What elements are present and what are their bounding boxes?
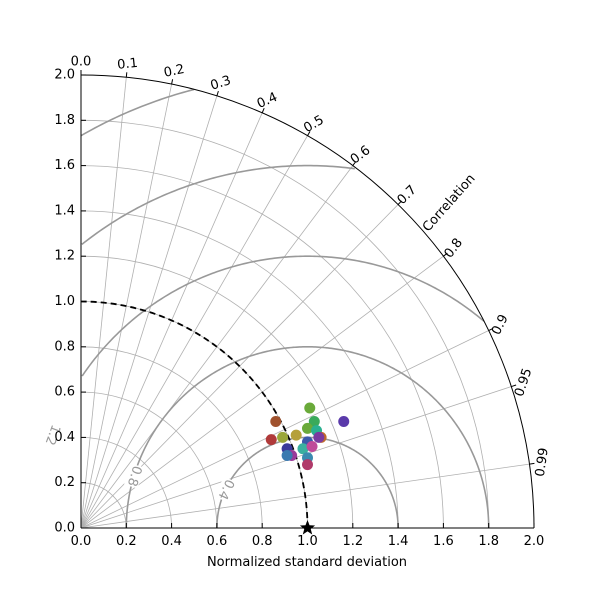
correlation-tick: [261, 108, 265, 114]
correlation-tick: [307, 131, 311, 136]
correlation-tick-label: 0.1: [117, 56, 139, 73]
correlation-tick-label: 0.6: [348, 143, 374, 167]
y-tick-label: 0.0: [54, 521, 75, 536]
x-tick-label: 1.2: [342, 534, 363, 549]
std-gridline: [80, 119, 490, 529]
x-tick-label: 1.8: [478, 534, 499, 549]
rms-contour-label: 1.2: [42, 423, 63, 448]
x-tick-label: 0.2: [116, 534, 137, 549]
std-gridline: [80, 255, 354, 529]
y-tick-label: 0.8: [54, 339, 75, 354]
correlation-tick-label: 0.3: [209, 73, 233, 94]
correlation-tick-label: 0.0: [71, 55, 92, 70]
correlation-tick: [352, 161, 357, 166]
data-point: [302, 422, 313, 434]
x-tick-label: 2.0: [524, 534, 545, 549]
y-tick-label: 1.0: [54, 294, 75, 309]
data-point: [297, 443, 309, 455]
x-axis-label: Normalized standard deviation: [207, 555, 407, 570]
data-point: [281, 450, 293, 462]
correlation-tick: [171, 79, 174, 85]
std-gridline: [80, 210, 399, 529]
correlation-tick: [443, 252, 448, 257]
std-gridline: [80, 391, 218, 529]
std-gridline: [80, 482, 127, 529]
rms-contour: [125, 345, 490, 529]
correlation-tick: [397, 200, 402, 205]
y-tick-label: 2.0: [54, 68, 75, 83]
data-point: [306, 440, 318, 452]
correlation-tick-label: 0.8: [442, 236, 466, 262]
correlation-tick-label: 0.2: [163, 62, 186, 81]
correlation-tick: [511, 384, 517, 388]
data-point: [270, 416, 282, 428]
correlation-tick: [216, 90, 219, 97]
rms-contour-label: 0.4: [214, 477, 236, 502]
x-tick-label: 0.0: [71, 534, 92, 549]
points-layer: [265, 402, 350, 535]
correlation-gridline: [80, 135, 308, 529]
correlation-gridline: [80, 165, 354, 529]
data-point: [277, 431, 289, 443]
rms-contour-label-bg: [41, 422, 63, 448]
std-gridline: [80, 165, 444, 529]
outer-boundary-arc: [80, 74, 535, 529]
correlation-tick-label: 0.5: [301, 113, 326, 136]
data-point: [308, 416, 320, 428]
x-tick-label: 1.0: [297, 534, 318, 549]
data-point: [338, 416, 350, 428]
y-tick-label: 1.8: [54, 113, 75, 128]
data-point: [265, 434, 277, 446]
rms-contour: [80, 88, 195, 137]
y-tick-label: 0.4: [54, 430, 75, 445]
x-tick-label: 0.6: [207, 534, 228, 549]
reference-std-arc: [80, 300, 309, 529]
correlation-tick: [488, 327, 494, 331]
y-tick-label: 1.4: [54, 203, 75, 218]
correlation-tick-label: 0.95: [512, 366, 535, 398]
rms-contour: [81, 164, 355, 246]
correlation-tick: [529, 462, 535, 465]
std-gridline: [80, 346, 263, 529]
rms-contour-label-bg: [124, 463, 144, 489]
data-point: [302, 459, 313, 471]
data-point: [304, 402, 316, 414]
y-tick-label: 1.2: [54, 249, 75, 264]
x-tick-label: 1.4: [388, 534, 409, 549]
y-tick-label: 0.2: [54, 475, 75, 490]
correlation-tick-label: 0.99: [533, 447, 552, 478]
y-tick-label: 1.6: [54, 158, 75, 173]
correlation-tick: [125, 72, 128, 78]
rms-contour: [81, 255, 485, 377]
x-tick-label: 0.4: [161, 534, 182, 549]
x-tick-label: 1.6: [433, 534, 454, 549]
x-tick-label: 0.8: [252, 534, 273, 549]
correlation-gridline: [80, 95, 218, 529]
y-tick-label: 0.6: [54, 385, 75, 400]
data-point: [313, 431, 325, 443]
correlation-tick-label: 0.4: [255, 90, 280, 112]
data-point: [290, 429, 302, 441]
reference-star-marker: [299, 520, 316, 535]
correlation-axis-label: Correlation: [420, 171, 479, 235]
rms-contour-layer: 0.40.81.21.62.0: [41, 88, 490, 529]
rms-contour-label-bg: [214, 476, 237, 503]
rms-contour-label: 0.8: [124, 464, 144, 488]
correlation-tick-label: 0.9: [489, 312, 512, 337]
